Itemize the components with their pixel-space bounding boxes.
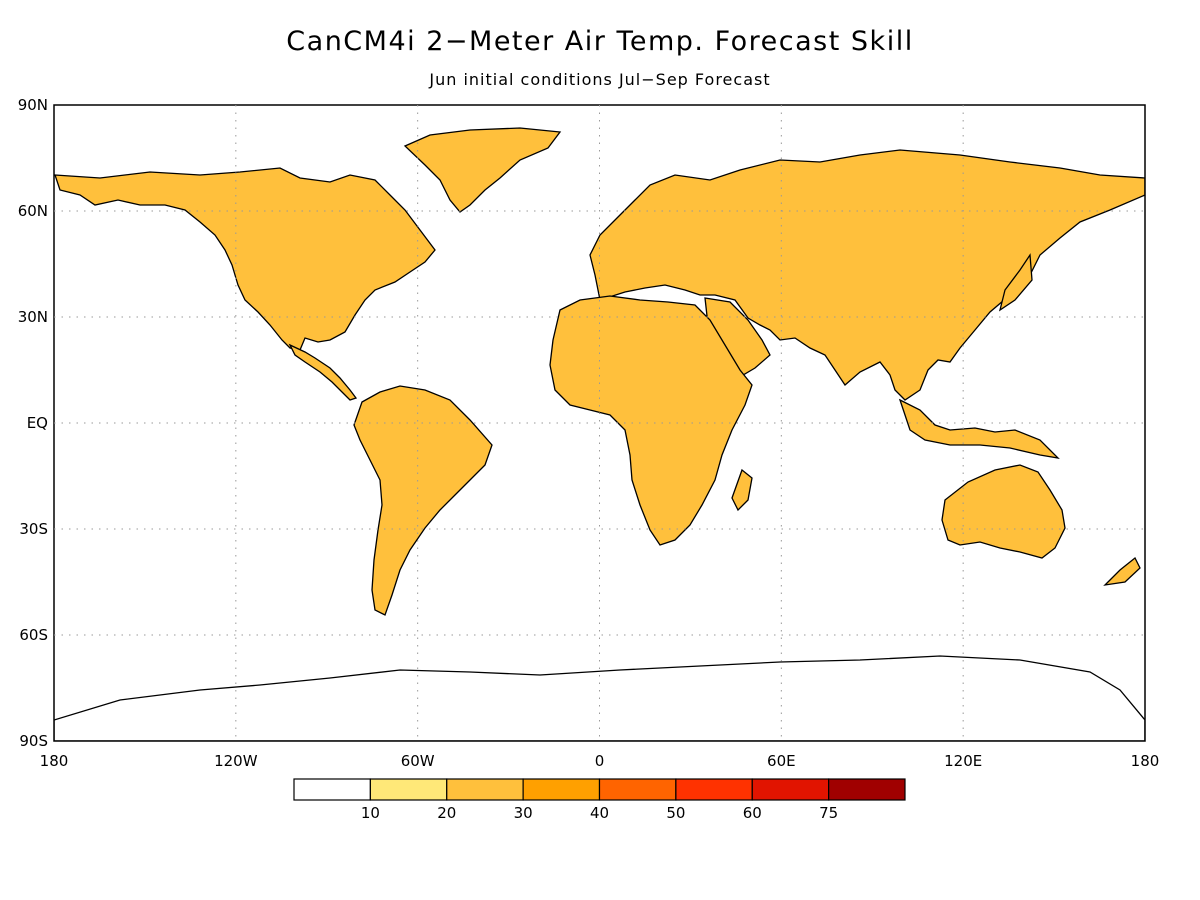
land-central-america — [288, 343, 358, 401]
lon-tick-label: 180 — [1131, 752, 1160, 770]
colorbar-swatch — [522, 778, 601, 801]
graticule — [54, 105, 1145, 741]
lon-tick-label: 120W — [214, 752, 258, 770]
map-subtitle: Jun initial conditions Jul−Sep Forecast — [429, 70, 771, 89]
colorbar-label: 30 — [514, 804, 533, 822]
lat-tick-label: 60N — [18, 202, 48, 220]
lon-tick-label: 180 — [40, 752, 69, 770]
land-japan — [998, 253, 1033, 312]
colorbar-swatch — [293, 778, 371, 801]
lon-tick-label: 60E — [767, 752, 796, 770]
colorbar-swatch — [369, 778, 448, 801]
land-greenland — [403, 127, 562, 213]
colorbar-swatch — [675, 778, 753, 801]
lon-tick-label: 120E — [944, 752, 982, 770]
colorbar-swatch — [598, 778, 677, 801]
land-south-america — [353, 385, 493, 616]
colorbar: 10 20 30 40 50 60 75 — [293, 778, 906, 822]
colorbar-swatch — [446, 778, 524, 801]
land-new-zealand — [1103, 556, 1141, 586]
colorbar-swatch — [751, 778, 830, 801]
lat-tick-label: EQ — [27, 414, 48, 432]
colorbar-label: 40 — [590, 804, 609, 822]
lat-tick-label: 90N — [18, 96, 48, 114]
map-title: CanCM4i 2−Meter Air Temp. Forecast Skill — [286, 26, 914, 57]
land-eurasia — [589, 149, 1145, 401]
lat-tick-label: 30S — [19, 520, 48, 538]
colorbar-label: 50 — [666, 804, 685, 822]
land-north-america — [54, 167, 436, 351]
colorbar-label: 10 — [361, 804, 380, 822]
land-madagascar — [731, 468, 753, 512]
lat-tick-label: 60S — [19, 626, 48, 644]
colorbar-label: 75 — [819, 804, 838, 822]
colorbar-swatch — [828, 778, 906, 801]
land-indonesia — [898, 398, 1060, 459]
lat-tick-label: 30N — [18, 308, 48, 326]
axis-labels: 90N 60N 30N EQ 30S 60S 90S 180 120W 60W 0 60E 120E 18… — [18, 96, 1160, 770]
land-australia — [941, 464, 1066, 559]
lat-tick-label: 90S — [19, 732, 48, 750]
lon-tick-label: 60W — [401, 752, 435, 770]
lon-tick-label: 0 — [595, 752, 605, 770]
land-africa — [549, 295, 753, 546]
land-shading — [54, 127, 1145, 741]
colorbar-label: 60 — [743, 804, 762, 822]
colorbar-label: 20 — [437, 804, 456, 822]
